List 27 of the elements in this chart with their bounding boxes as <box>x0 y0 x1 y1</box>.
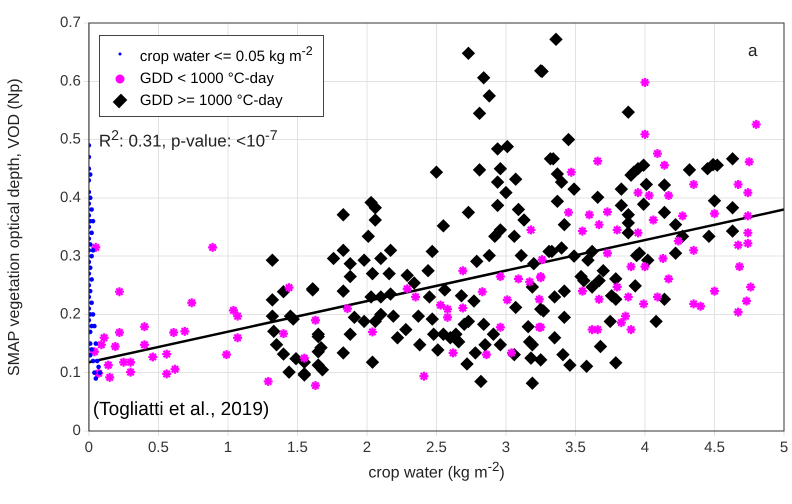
y-tick-label: 0 <box>72 422 81 440</box>
y-tick-label: 0.2 <box>60 306 81 323</box>
x-tick-label: 3.5 <box>565 439 586 456</box>
x-tick-label: 1 <box>224 439 232 456</box>
annotation: (Togliatti et al., 2019) <box>92 399 270 421</box>
x-tick-label: 4.5 <box>704 439 725 456</box>
y-axis-title: SMAP vegetation optical depth, VOD (Np) <box>6 78 24 376</box>
x-tick-label: 3 <box>502 439 510 456</box>
x-tick-label: 5 <box>780 439 788 456</box>
legend-label: GDD < 1000 °C-day <box>140 69 274 89</box>
y-tick-label: 0.4 <box>60 189 81 206</box>
y-tick-label: 0.5 <box>60 130 81 148</box>
y-tick-label: 0.1 <box>60 364 81 381</box>
x-axis-title: crop water (kg m$^{-2}$) <box>368 459 505 482</box>
annotation: R$^{2}$: 0.31, p-value: <10$^{-7}$ <box>98 128 278 152</box>
y-tick-label: 0.7 <box>60 14 81 32</box>
x-tick-label: 2.5 <box>426 439 447 456</box>
x-tick-label: 0 <box>84 439 94 456</box>
legend-label: crop water <= 0.05 kg m$^{-2}$ <box>140 43 313 67</box>
x-tick-label: 4 <box>640 439 650 456</box>
annotation: a <box>748 41 758 61</box>
y-tick-label: 0.3 <box>60 247 81 264</box>
legend-label: GDD >= 1000 °C-day <box>140 91 283 111</box>
x-tick-label: 1.5 <box>286 439 308 456</box>
y-tick-label: 0.6 <box>60 72 81 90</box>
x-tick-label: 2 <box>362 439 372 456</box>
x-tick-label: 0.5 <box>148 439 169 456</box>
